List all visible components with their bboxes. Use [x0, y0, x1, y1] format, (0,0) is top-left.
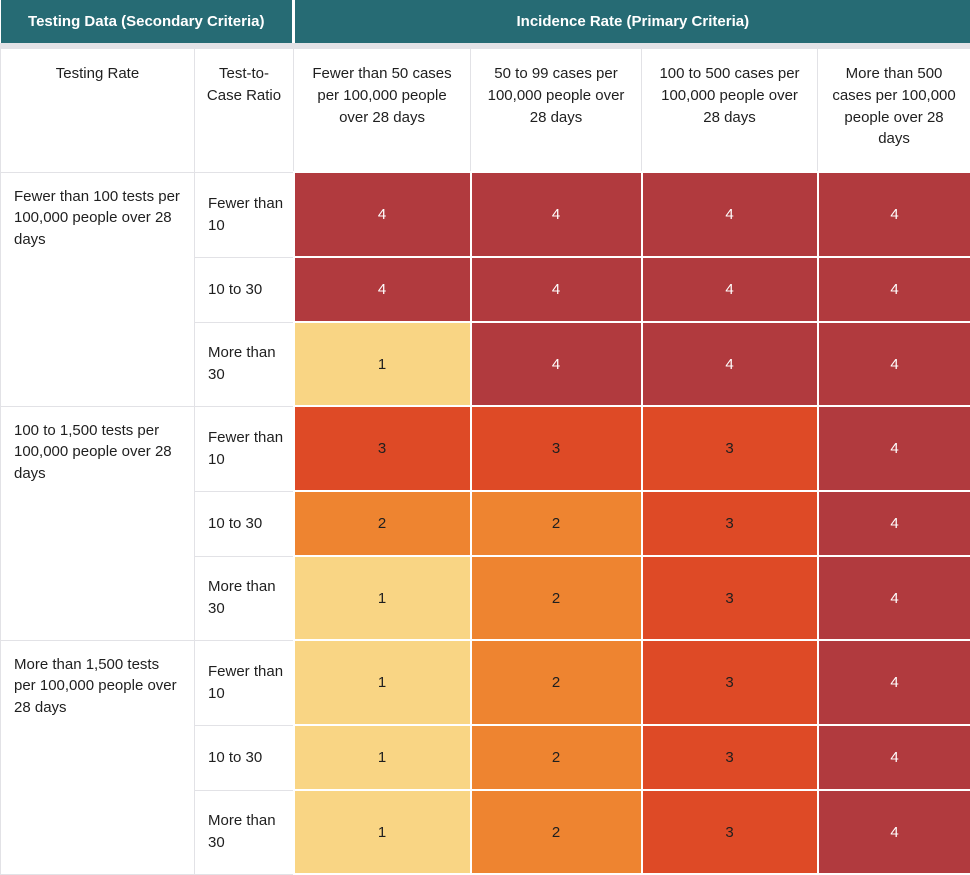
ratio-cell: Fewer than 10	[195, 172, 294, 257]
score-cell: 3	[642, 406, 818, 491]
score-cell: 1	[294, 725, 471, 790]
score-cell: 4	[818, 556, 970, 640]
ratio-cell: Fewer than 10	[195, 406, 294, 491]
col-header-incidence-4: More than 500 cases per 100,000 people o…	[818, 46, 970, 172]
score-cell: 4	[818, 322, 970, 406]
secondary-criteria-header: Testing Data (Secondary Criteria)	[1, 0, 294, 46]
score-cell: 2	[294, 491, 471, 556]
score-cell: 2	[471, 790, 642, 874]
score-cell: 1	[294, 640, 471, 725]
score-cell: 4	[642, 172, 818, 257]
score-cell: 3	[642, 725, 818, 790]
score-cell: 1	[294, 556, 471, 640]
score-cell: 4	[818, 790, 970, 874]
score-cell: 4	[818, 491, 970, 556]
primary-criteria-header: Incidence Rate (Primary Criteria)	[294, 0, 970, 46]
ratio-cell: Fewer than 10	[195, 640, 294, 725]
ratio-cell: More than 30	[195, 556, 294, 640]
score-cell: 4	[294, 257, 471, 322]
column-header-row: Testing Rate Test-to-Case Ratio Fewer th…	[1, 46, 970, 172]
table-row: 100 to 1,500 tests per 100,000 people ov…	[1, 406, 970, 491]
testing-rate-cell: Fewer than 100 tests per 100,000 people …	[1, 172, 195, 406]
score-cell: 3	[642, 640, 818, 725]
ratio-cell: 10 to 30	[195, 491, 294, 556]
testing-rate-cell: 100 to 1,500 tests per 100,000 people ov…	[1, 406, 195, 640]
score-cell: 4	[294, 172, 471, 257]
col-header-incidence-1: Fewer than 50 cases per 100,000 people o…	[294, 46, 471, 172]
score-cell: 4	[471, 322, 642, 406]
score-cell: 4	[818, 257, 970, 322]
score-cell: 4	[642, 257, 818, 322]
score-cell: 4	[471, 257, 642, 322]
score-cell: 2	[471, 725, 642, 790]
score-cell: 4	[818, 406, 970, 491]
col-header-incidence-2: 50 to 99 cases per 100,000 people over 2…	[471, 46, 642, 172]
score-cell: 2	[471, 491, 642, 556]
score-cell: 4	[471, 172, 642, 257]
risk-matrix-table: Testing Data (Secondary Criteria) Incide…	[0, 0, 970, 798]
ratio-cell: More than 30	[195, 322, 294, 406]
table-row: Fewer than 100 tests per 100,000 people …	[1, 172, 970, 257]
ratio-cell: 10 to 30	[195, 725, 294, 790]
score-cell: 2	[471, 556, 642, 640]
score-cell: 3	[642, 556, 818, 640]
table-row: More than 1,500 tests per 100,000 people…	[1, 640, 970, 725]
score-cell: 1	[294, 790, 471, 874]
score-cell: 3	[642, 491, 818, 556]
score-cell: 3	[471, 406, 642, 491]
testing-rate-cell: More than 1,500 tests per 100,000 people…	[1, 640, 195, 874]
score-cell: 3	[294, 406, 471, 491]
score-cell: 1	[294, 322, 471, 406]
score-cell: 4	[818, 725, 970, 790]
criteria-band-row: Testing Data (Secondary Criteria) Incide…	[1, 0, 970, 46]
ratio-cell: 10 to 30	[195, 257, 294, 322]
score-cell: 4	[642, 322, 818, 406]
score-cell: 4	[818, 640, 970, 725]
col-header-ratio: Test-to-Case Ratio	[195, 46, 294, 172]
col-header-testing-rate: Testing Rate	[1, 46, 195, 172]
score-cell: 4	[818, 172, 970, 257]
score-cell: 2	[471, 640, 642, 725]
col-header-incidence-3: 100 to 500 cases per 100,000 people over…	[642, 46, 818, 172]
ratio-cell: More than 30	[195, 790, 294, 874]
score-cell: 3	[642, 790, 818, 874]
